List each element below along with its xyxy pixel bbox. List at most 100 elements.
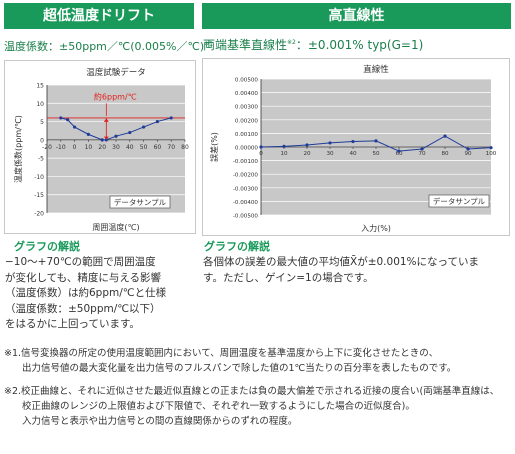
y-tick-label: 0.00000	[235, 146, 259, 152]
x-tick-label: 20	[303, 151, 311, 157]
y-tick-label: 0.00200	[235, 118, 259, 124]
y-tick-label: 0	[40, 137, 44, 144]
left-line-3: （温度係数）は約6ppm/℃と仕様	[5, 287, 167, 299]
right-spec-text: 両端基準直線性	[203, 38, 288, 52]
y-tick-label: 0.00400	[235, 91, 259, 97]
y-tick-label: -0.00400	[233, 200, 259, 206]
x-tick-label: -10	[56, 144, 66, 151]
data-point	[328, 141, 332, 145]
right-header: 高直線性	[202, 3, 511, 29]
left-spec-text: 温度係数：±50ppm／℃(0.005%／℃)	[4, 40, 205, 53]
y-tick-label: -0.00200	[233, 173, 259, 179]
x-tick-label: 90	[464, 151, 472, 157]
legend-box	[109, 195, 171, 209]
data-point	[128, 130, 132, 135]
annotation-arrowhead-top	[103, 118, 109, 122]
y-tick-label: 0.00300	[235, 105, 259, 111]
x-tick-label: 10	[280, 151, 288, 157]
data-point	[466, 147, 470, 151]
right-line-1: 各個体の誤差の最大値の平均値X̄が±0.001%になっていま	[203, 256, 480, 268]
data-point	[155, 119, 159, 124]
data-point	[397, 149, 401, 153]
x-tick-label: 40	[349, 151, 357, 157]
right-line-2: す。ただし、ゲイン=1の場合です。	[203, 271, 374, 284]
y-tick-label: 10	[36, 101, 44, 108]
annotation-arrowhead	[103, 136, 109, 140]
y-axis-label: 温度係数(ppm/℃)	[13, 115, 23, 183]
y-tick-label: 0.00100	[235, 132, 259, 138]
x-tick-label: 100	[486, 151, 497, 157]
y-tick-label: -0.00100	[233, 159, 259, 165]
y-tick-label: -15	[34, 192, 44, 199]
data-point	[169, 116, 173, 120]
x-tick-label: 50	[140, 144, 148, 151]
x-tick-label: 20	[98, 144, 106, 151]
annotation-label: 約6ppm/℃	[94, 92, 137, 102]
data-point	[73, 125, 77, 129]
temperature-chart-box: 温度試験データ 15 10 5 0 -5 -10 -15 -20 -20 -10 0 10 20 30 40 5…	[4, 60, 196, 234]
note-1-line-2: 出力信号値の最大変化量を出力信号のフルスパンで除した値の1℃当たりの百分率を表し…	[22, 363, 457, 374]
x-axis-label: 入力(%)	[361, 223, 391, 233]
data-point	[66, 118, 70, 122]
x-tick-label: -20	[42, 144, 52, 151]
data-point	[489, 146, 493, 150]
data-point	[104, 138, 108, 142]
left-description: −10～+70℃の範囲で周囲温度 が変化しても、精度に与える影響 （温度係数）は…	[5, 255, 200, 333]
data-point	[59, 116, 63, 120]
chart-title: 直線性	[363, 64, 389, 75]
footnotes: ※1.信号変換器の所定の使用温度範囲内において、周囲温度を基準温度から上下に変化…	[4, 346, 512, 429]
legend-label: データサンプル	[433, 196, 486, 206]
x-tick-label: 30	[112, 144, 120, 151]
x-tick-label: 60	[154, 144, 162, 151]
note-2-line-1: ※2.校正曲線と、それに近似させた最近似直線との正または負の最大偏差で示される近…	[4, 386, 500, 397]
x-tick-label: 30	[326, 151, 334, 157]
data-point	[142, 125, 146, 129]
y-tick-label: 0.00500	[235, 78, 259, 84]
note-2-line-2: 校正曲線のレンジの上限値および下限値で、それぞれ一致するようにした場合の近似度合…	[22, 401, 415, 412]
x-axis-label: 周囲温度(℃)	[92, 222, 139, 232]
right-description: 各個体の誤差の最大値の平均値X̄が±0.001%になっていま す。ただし、ゲイン…	[203, 255, 513, 286]
left-header: 超低温度ドリフト	[4, 3, 194, 29]
data-point	[305, 143, 309, 147]
x-tick-label: 70	[167, 144, 175, 151]
data-point	[443, 134, 447, 138]
data-point	[374, 139, 378, 143]
x-tick-label: 50	[372, 151, 380, 157]
data-point	[100, 138, 104, 142]
note-1-line-1: ※1.信号変換器の所定の使用温度範囲内において、周囲温度を基準温度から上下に変化…	[4, 348, 439, 359]
right-spec-sup: ※2	[287, 39, 296, 46]
chart-title: 温度試験データ	[86, 67, 146, 78]
linearity-chart: 直線性 0.00500 0.00400 0.00300 0.00200 0.00100 0.…	[209, 64, 497, 233]
x-tick-label: 0	[73, 144, 77, 151]
x-tick-label: 80	[441, 151, 449, 157]
y-axis-label: 誤差(%)	[209, 132, 219, 162]
right-spec-value: ：±0.001% typ(G=1)	[295, 38, 424, 52]
data-point	[114, 134, 118, 138]
left-spec: 温度係数：±50ppm／℃(0.005%／℃)※1	[4, 38, 213, 54]
data-point	[420, 147, 424, 151]
left-line-5: をはるかに上回っています。	[5, 318, 140, 330]
left-section-title: グラフの解説	[14, 240, 80, 253]
y-tick-label: 5	[40, 119, 44, 126]
x-tick-label: 80	[181, 144, 189, 151]
right-spec: 両端基準直線性※2：±0.001% typ(G=1)	[203, 36, 423, 53]
x-tick-label: 10	[85, 144, 93, 151]
x-tick-label: 40	[126, 144, 134, 151]
y-tick-label: -0.00500	[233, 214, 259, 220]
legend-box	[428, 194, 490, 208]
data-point	[282, 144, 286, 148]
left-line-1: −10～+70℃の範囲で周囲温度	[5, 256, 156, 268]
y-tick-label: -20	[34, 211, 44, 218]
data-point	[259, 145, 263, 149]
left-line-4: （温度係数：±50ppm/℃以下）	[5, 302, 161, 315]
note-2-line-3: 入力信号と表示や出力信号との間の直線関係からのずれの程度。	[22, 416, 298, 427]
y-tick-label: -5	[38, 156, 44, 163]
data-point	[86, 132, 90, 136]
right-section-title: グラフの解説	[204, 240, 270, 253]
x-tick-label: 60	[395, 151, 403, 157]
left-spec-sup: ※1	[204, 40, 213, 48]
legend-label: データサンプル	[114, 197, 167, 207]
data-point	[351, 139, 355, 144]
left-line-2: が変化しても、精度に与える影響	[5, 271, 162, 284]
